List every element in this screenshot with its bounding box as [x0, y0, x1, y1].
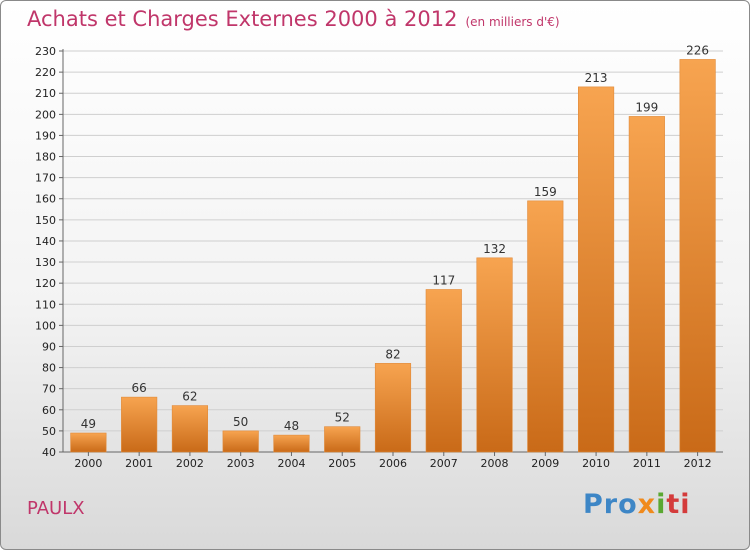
value-label-2007: 117 — [432, 273, 455, 287]
value-label-2012: 226 — [686, 43, 709, 57]
bar-2007 — [425, 289, 462, 453]
chart-title-text: Achats et Charges Externes 2000 à 2012 — [27, 7, 458, 31]
y-tick-label: 170 — [35, 172, 56, 185]
logo-part-2: x — [637, 489, 657, 520]
y-tick-label: 140 — [35, 235, 56, 248]
value-label-2005: 52 — [335, 411, 350, 425]
y-tick-label: 160 — [35, 193, 56, 206]
value-label-2011: 199 — [635, 100, 658, 114]
y-tick-label: 220 — [35, 66, 56, 79]
bar-2010 — [578, 86, 615, 453]
x-tick-label-2008: 2008 — [481, 457, 509, 470]
bar-2004 — [273, 434, 310, 453]
y-tick-label: 40 — [42, 446, 56, 459]
value-label-2010: 213 — [585, 71, 608, 85]
x-tick-label-2012: 2012 — [684, 457, 712, 470]
logo-part-4: ti — [666, 489, 691, 520]
y-tick-label: 110 — [35, 298, 56, 311]
value-label-2004: 48 — [284, 419, 299, 433]
y-tick-label: 150 — [35, 214, 56, 227]
bar-2008 — [476, 257, 513, 453]
x-tick-label-2006: 2006 — [379, 457, 407, 470]
x-tick-label-2003: 2003 — [227, 457, 255, 470]
y-tick-label: 90 — [42, 340, 56, 353]
y-tick-label: 80 — [42, 362, 56, 375]
x-tick-label-2001: 2001 — [125, 457, 153, 470]
proxiti-logo: Proxiti — [583, 489, 691, 520]
y-tick-label: 230 — [35, 45, 56, 58]
value-label-2006: 82 — [385, 347, 400, 361]
y-tick-label: 120 — [35, 277, 56, 290]
bar-2003 — [222, 430, 259, 453]
logo-part-1: Pro — [583, 489, 638, 520]
y-tick-label: 100 — [35, 319, 56, 332]
value-label-2000: 49 — [81, 417, 96, 431]
y-tick-label: 50 — [42, 425, 56, 438]
chart-subtitle: (en milliers d'€) — [465, 15, 560, 29]
bar-2001 — [121, 396, 158, 453]
value-label-2003: 50 — [233, 415, 248, 429]
value-label-2001: 66 — [132, 381, 147, 395]
x-tick-label-2009: 2009 — [531, 457, 559, 470]
y-tick-label: 190 — [35, 129, 56, 142]
chart-title: Achats et Charges Externes 2000 à 2012 (e… — [27, 7, 560, 31]
x-tick-label-2007: 2007 — [430, 457, 458, 470]
x-tick-label-2011: 2011 — [633, 457, 661, 470]
value-label-2008: 132 — [483, 242, 506, 256]
place-name: PAULX — [27, 498, 85, 519]
bar-2009 — [527, 200, 564, 453]
y-tick-label: 130 — [35, 256, 56, 269]
x-tick-label-2002: 2002 — [176, 457, 204, 470]
x-tick-label-2010: 2010 — [582, 457, 610, 470]
bar-2006 — [374, 363, 412, 453]
bar-2002 — [171, 405, 208, 453]
x-tick-label-2004: 2004 — [277, 457, 305, 470]
y-tick-label: 70 — [42, 383, 56, 396]
y-tick-label: 210 — [35, 87, 56, 100]
x-tick-label-2005: 2005 — [328, 457, 356, 470]
y-tick-label: 180 — [35, 151, 56, 164]
bar-2005 — [324, 426, 361, 453]
bar-2000 — [70, 432, 107, 453]
value-label-2009: 159 — [534, 185, 557, 199]
bar-2012 — [679, 59, 716, 453]
y-tick-label: 60 — [42, 404, 56, 417]
value-label-2002: 62 — [182, 390, 197, 404]
bar-2011 — [628, 116, 665, 453]
logo-part-3: i — [656, 489, 667, 520]
y-tick-label: 200 — [35, 108, 56, 121]
x-tick-label-2000: 2000 — [74, 457, 102, 470]
